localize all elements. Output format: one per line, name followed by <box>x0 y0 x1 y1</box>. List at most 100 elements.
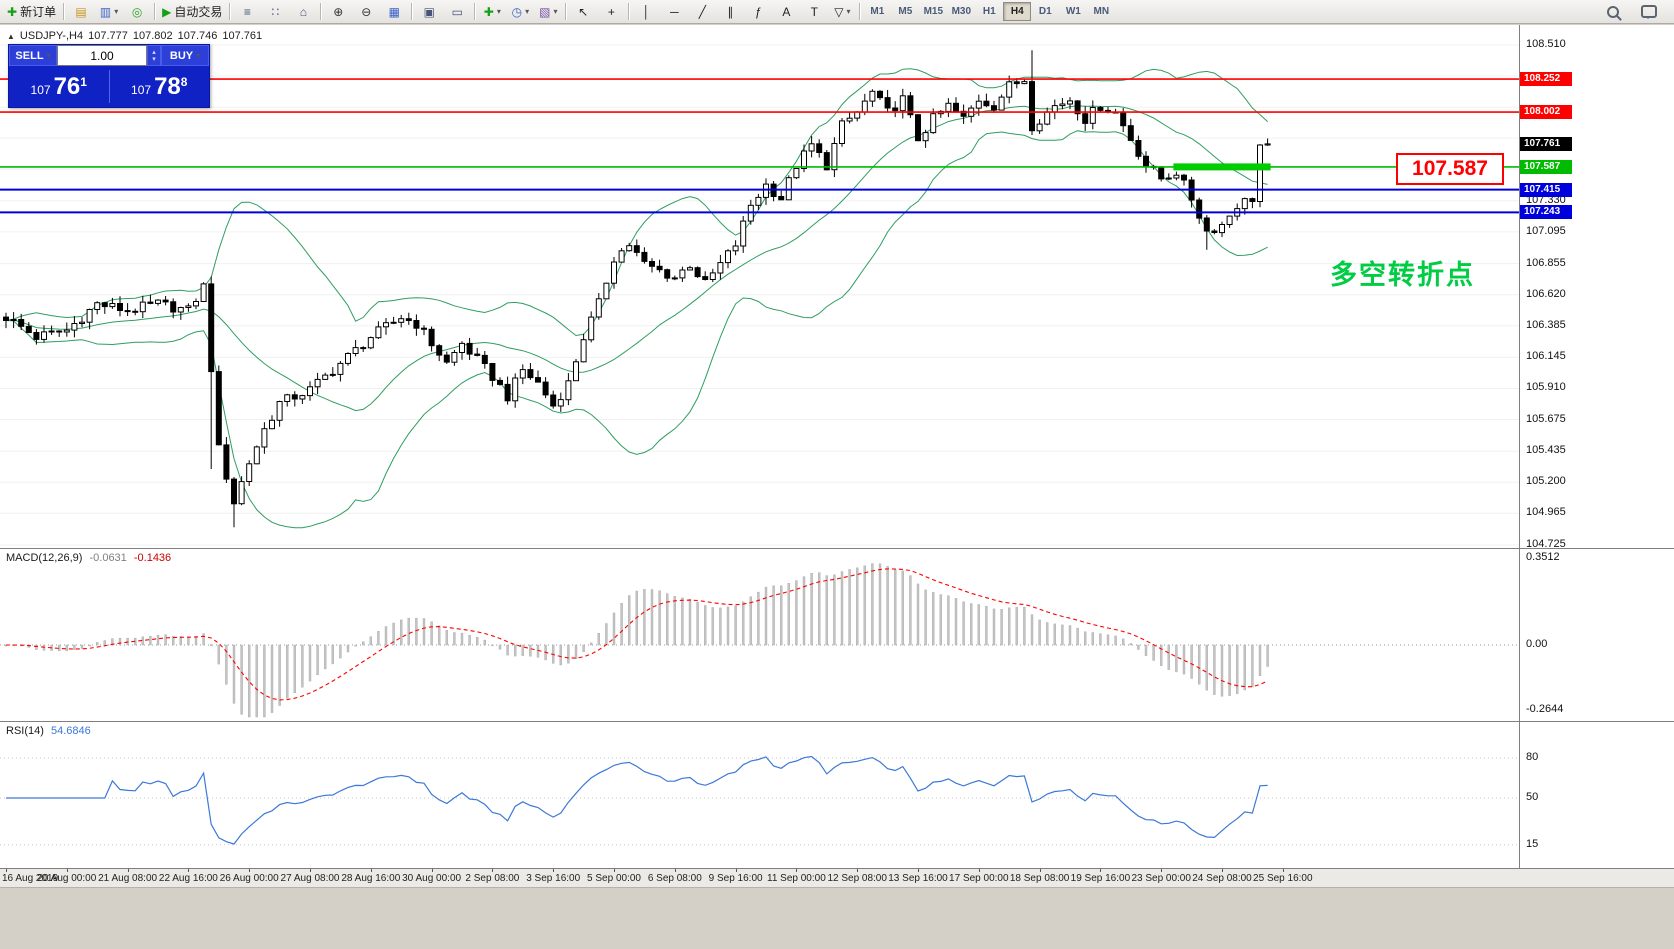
timeframe-mn-button[interactable]: MN <box>1093 6 1110 17</box>
timeframe-w1-button[interactable]: W1 <box>1065 6 1081 17</box>
ohlc-low: 107.746 <box>177 30 218 42</box>
shapes-button[interactable]: ▽ ▾ <box>828 1 856 23</box>
buy-label: BUY <box>169 49 194 62</box>
rsi-panel: 80 50 15 RSI(14) 54.6846 <box>0 721 1674 868</box>
market-watch-button[interactable]: ∷ <box>261 1 289 23</box>
rsi-canvas[interactable] <box>0 722 1519 868</box>
text-button[interactable]: A <box>772 1 800 23</box>
fibonacci-button[interactable]: ƒ <box>744 1 772 23</box>
new-chart-button[interactable]: ✚ ▾ <box>478 1 506 23</box>
cursor-button[interactable]: ↖ <box>569 1 597 23</box>
lot-size-input[interactable] <box>57 45 147 66</box>
cursor-icon: ↖ <box>578 4 589 19</box>
timeframe-m15-button[interactable]: M15 <box>923 6 944 17</box>
timeframe-m1-button[interactable]: M1 <box>870 6 885 17</box>
price-axis-label: 108.510 <box>1526 38 1566 50</box>
rsi-axis[interactable]: 80 50 15 <box>1519 722 1674 868</box>
timeframe-d1-button[interactable]: D1 <box>1038 6 1052 17</box>
time-axis-label: 12 Sep 08:00 <box>827 873 887 884</box>
period-button[interactable]: ◷ ▾ <box>506 1 534 23</box>
toolbar-right-icons <box>1599 1 1671 23</box>
trendline-button[interactable]: ╱ <box>688 1 716 23</box>
time-axis-tick <box>1161 869 1163 872</box>
timeframe-h1-button[interactable]: H1 <box>982 6 996 17</box>
time-axis[interactable]: 16 Aug 2019 20 Aug 00:00 21 Aug 08:00 22 Au… <box>0 868 1674 887</box>
timeframe-group: M1 M5 M15 M30 H1 H4 D1 W1 MN <box>863 2 1115 21</box>
hline-price-tag: 108.002 <box>1520 105 1572 120</box>
zoom-out-button[interactable]: ⊖ <box>352 1 380 23</box>
time-axis-label: 6 Sep 08:00 <box>647 873 702 884</box>
shapes-icon: ▽ <box>834 4 844 19</box>
time-axis-tick <box>918 869 919 872</box>
data-window-button[interactable]: ≡ <box>233 1 261 23</box>
lot-spinner[interactable]: ▴ ▾ <box>147 45 161 66</box>
price-axis-label: 105.910 <box>1526 381 1566 394</box>
new-order-icon: ✚ <box>7 4 18 19</box>
vertical-line-button[interactable]: │ <box>632 1 660 23</box>
template-button[interactable]: ▧ ▾ <box>534 1 562 23</box>
vertical-line-icon: │ <box>642 4 651 19</box>
tile-windows-button[interactable]: ▦ <box>380 1 408 23</box>
main-toolbar: ✚ 新订单 ▤ ▥ ▾ ◎ ▶ 自动交易 ≡ ∷ ⌂ ⊕ ⊖ ▦ ▣ ▭ ✚ ▾ ◷ ▾ ▧ ▾ ↖ + │ ─ ╱ ∥ ƒ A T ▽ ▾ M1… <box>0 0 1674 24</box>
rsi-axis-label: 15 <box>1526 837 1539 850</box>
price-axis[interactable]: 108.510 107.330 107.095 106.855 106.620 106.3… <box>1519 25 1674 548</box>
time-axis-tick <box>66 869 68 872</box>
zoom-in-button[interactable]: ⊕ <box>324 1 352 23</box>
sell-button[interactable]: SELL ▾ <box>9 45 57 66</box>
profiles-button[interactable]: ▥ ▾ <box>95 1 123 23</box>
timeframe-m30-button[interactable]: M30 <box>951 6 972 17</box>
timeframe-m5-button[interactable]: M5 <box>898 6 913 17</box>
template-icon: ▧ <box>539 4 551 19</box>
buy-price-prefix: 107 <box>131 82 152 97</box>
horizontal-line-button[interactable]: ─ <box>660 1 688 23</box>
cascade-windows-button[interactable]: ▣ <box>415 1 443 23</box>
time-axis-label: 22 Aug 16:00 <box>158 873 218 884</box>
sell-price[interactable]: 107 76 1 <box>9 66 109 107</box>
price-axis-label: 104.965 <box>1526 506 1566 519</box>
macd-axis[interactable]: 0.3512 0.00 -0.2644 <box>1519 549 1674 721</box>
buy-button[interactable]: BUY ▾ <box>161 45 209 66</box>
time-axis-tick <box>249 869 251 872</box>
auto-trading-button[interactable]: ▶ 自动交易 <box>158 1 226 23</box>
period-icon: ◷ <box>511 4 523 19</box>
macd-canvas[interactable] <box>0 549 1519 721</box>
price-chart-panel: 108.510 107.330 107.095 106.855 106.620 106.3… <box>0 25 1674 548</box>
chat-button[interactable] <box>1635 1 1663 23</box>
lot-up-icon[interactable]: ▴ <box>152 48 156 56</box>
refresh-button[interactable]: ◎ <box>123 1 151 23</box>
time-axis-label: 20 Aug 00:00 <box>37 873 97 884</box>
label-button[interactable]: T <box>800 1 828 23</box>
crosshair-button[interactable]: + <box>597 1 625 23</box>
search-button[interactable] <box>1599 1 1627 23</box>
toolbar-separator <box>63 3 65 20</box>
rsi-axis-label: 50 <box>1526 791 1539 803</box>
time-axis-label: 23 Sep 00:00 <box>1131 873 1191 884</box>
hline-price-tag: 108.252 <box>1520 72 1572 87</box>
chart-title: ▲ USDJPY-,H4 107.777 107.802 107.746 107… <box>7 30 262 42</box>
time-axis-label: 9 Sep 16:00 <box>708 873 763 884</box>
time-axis-label: 27 Aug 08:00 <box>280 873 340 884</box>
toolbar-separator <box>411 3 413 20</box>
one-click-toggle-icon[interactable]: ▲ <box>7 31 15 41</box>
buy-price[interactable]: 107 78 8 <box>110 66 210 107</box>
toolbar-separator <box>859 3 861 20</box>
toolbar-separator <box>154 3 156 20</box>
tile-horizontal-button[interactable]: ▭ <box>443 1 471 23</box>
time-axis-label: 28 Aug 16:00 <box>341 873 401 884</box>
current-price-tag: 107.761 <box>1520 136 1572 151</box>
price-axis-label: 105.200 <box>1526 475 1566 488</box>
price-chart-canvas[interactable] <box>0 25 1519 548</box>
new-order-button[interactable]: ✚ 新订单 <box>3 1 60 23</box>
window-bottom-area <box>0 887 1674 949</box>
time-axis-tick <box>674 869 676 872</box>
navigator-button[interactable]: ⌂ <box>289 1 317 23</box>
chart-window-button[interactable]: ▤ <box>67 1 95 23</box>
timeframe-h4-button[interactable]: H4 <box>1003 2 1032 21</box>
buy-price-big: 78 <box>154 72 181 100</box>
time-axis-label: 2 Sep 08:00 <box>465 873 520 884</box>
chart-window-icon: ▤ <box>75 4 87 19</box>
channel-button[interactable]: ∥ <box>716 1 744 23</box>
lot-down-icon[interactable]: ▾ <box>152 55 156 63</box>
time-axis-tick <box>1282 869 1284 872</box>
rsi-axis-label: 80 <box>1526 751 1539 763</box>
